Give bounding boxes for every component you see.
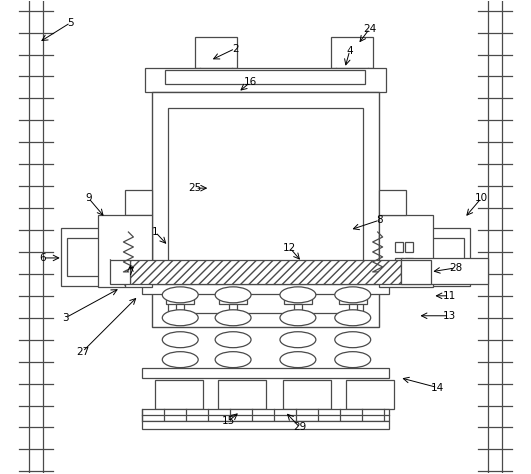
Bar [61,228,125,286]
Text: 25: 25 [189,183,202,193]
Bar [145,69,386,92]
Bar [284,294,312,304]
Bar [142,410,389,421]
Bar [125,235,152,283]
Bar [395,258,402,268]
Bar [176,304,184,310]
Ellipse shape [162,332,198,347]
Ellipse shape [215,332,251,347]
Text: 2: 2 [232,44,238,54]
Bar [424,238,465,276]
Text: 5: 5 [67,18,74,27]
Ellipse shape [280,332,316,347]
Bar [106,228,125,286]
Text: 29: 29 [293,422,306,432]
Bar [400,260,431,284]
Bar [142,368,389,378]
Bar [152,92,379,327]
Ellipse shape [215,352,251,368]
Bar [346,380,393,410]
Text: 10: 10 [475,193,488,203]
Bar [405,242,413,252]
Text: 15: 15 [221,417,235,427]
Ellipse shape [162,352,198,368]
Bar [110,260,131,284]
Ellipse shape [162,310,198,326]
Ellipse shape [335,332,371,347]
Text: 3: 3 [62,313,69,323]
Text: 14: 14 [431,383,444,392]
Bar [405,258,413,268]
Bar [218,380,266,410]
Ellipse shape [335,352,371,368]
Bar [142,421,389,429]
Ellipse shape [335,310,371,326]
Bar [131,260,400,284]
Bar [294,304,302,310]
Bar [118,242,126,252]
Text: 4: 4 [346,46,353,55]
Bar [331,36,373,69]
Ellipse shape [215,310,251,326]
Text: 11: 11 [443,291,456,301]
Bar [219,294,247,304]
Text: 13: 13 [443,311,456,321]
Bar [168,109,363,313]
Text: 9: 9 [85,193,92,203]
Bar [229,304,237,310]
Ellipse shape [280,352,316,368]
Bar [283,380,331,410]
Text: 12: 12 [284,243,296,253]
Bar [339,294,367,304]
Bar [195,36,237,69]
Text: 1: 1 [152,227,159,237]
Text: 16: 16 [243,77,256,88]
Text: 8: 8 [376,215,383,225]
Bar [349,304,357,310]
Bar [166,294,194,304]
Text: 6: 6 [39,253,46,263]
Bar [129,258,136,268]
Ellipse shape [162,287,198,303]
Bar [142,284,389,294]
Text: 7: 7 [127,267,134,277]
Bar [118,258,126,268]
Text: 27: 27 [76,346,89,356]
Bar [125,190,152,215]
Bar [165,71,365,84]
Bar [66,238,107,276]
Ellipse shape [280,287,316,303]
Bar [129,242,136,252]
Bar [98,215,152,287]
Bar [379,215,433,287]
Bar [400,258,489,284]
Text: 28: 28 [449,263,462,273]
Ellipse shape [335,287,371,303]
Bar [156,380,203,410]
Ellipse shape [215,287,251,303]
Bar [406,228,425,286]
Bar [406,228,470,286]
Bar [379,190,406,215]
Bar [379,235,406,283]
Bar [395,242,402,252]
Text: 24: 24 [363,24,376,34]
Ellipse shape [280,310,316,326]
